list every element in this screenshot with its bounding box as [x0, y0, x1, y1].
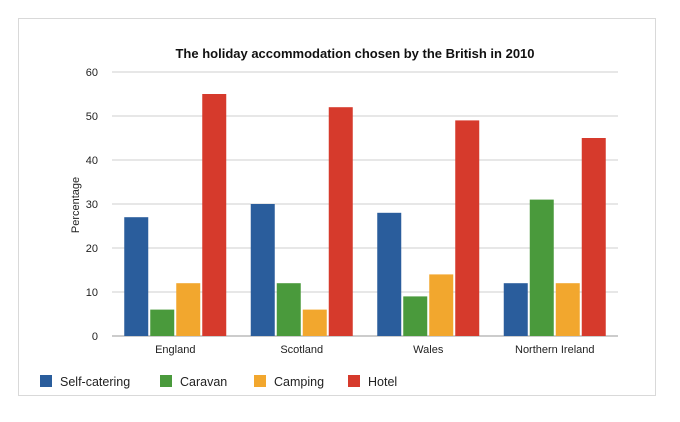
bar-caravan-northern-ireland	[529, 199, 554, 336]
y-axis-label: Percentage	[70, 177, 82, 233]
y-tick-label: 60	[86, 67, 98, 79]
x-axis-ticks: England Scotland Wales Northern Ireland	[155, 344, 594, 356]
bar-caravan-wales	[403, 296, 428, 336]
x-tick-label: Wales	[413, 344, 444, 356]
bar-self-catering-england	[124, 217, 149, 336]
bars	[124, 94, 606, 337]
legend-swatch	[254, 375, 266, 387]
y-tick-label: 50	[86, 111, 98, 123]
bar-hotel-wales	[455, 120, 480, 337]
bar-hotel-scotland	[328, 107, 353, 336]
x-tick-label: England	[155, 344, 195, 356]
legend-label: Hotel	[368, 375, 397, 389]
chart-title: The holiday accommodation chosen by the …	[175, 46, 534, 61]
legend-label: Camping	[274, 375, 324, 389]
legend: Self-catering Caravan Camping Hotel	[40, 375, 397, 389]
y-axis-ticks: 0 10 20 30 40 50 60	[86, 67, 98, 343]
bar-camping-england	[176, 283, 201, 336]
legend-swatch	[160, 375, 172, 387]
y-tick-label: 20	[86, 243, 98, 255]
bar-caravan-scotland	[276, 283, 301, 336]
legend-label: Self-catering	[60, 375, 130, 389]
legend-label: Caravan	[180, 375, 227, 389]
legend-swatch	[348, 375, 360, 387]
bar-self-catering-northern-ireland	[503, 283, 528, 336]
legend-swatch	[40, 375, 52, 387]
bar-caravan-england	[150, 309, 175, 336]
bar-self-catering-scotland	[250, 204, 275, 336]
y-tick-label: 10	[86, 287, 98, 299]
bar-self-catering-wales	[377, 212, 402, 336]
bar-hotel-northern-ireland	[581, 138, 606, 336]
bar-camping-scotland	[302, 309, 327, 336]
x-tick-label: Northern Ireland	[515, 344, 595, 356]
bar-camping-wales	[429, 274, 454, 336]
y-tick-label: 30	[86, 199, 98, 211]
bar-camping-northern-ireland	[555, 283, 580, 336]
x-tick-label: Scotland	[280, 344, 323, 356]
y-tick-label: 40	[86, 155, 98, 167]
y-tick-label: 0	[92, 331, 98, 343]
bar-hotel-england	[202, 94, 227, 336]
